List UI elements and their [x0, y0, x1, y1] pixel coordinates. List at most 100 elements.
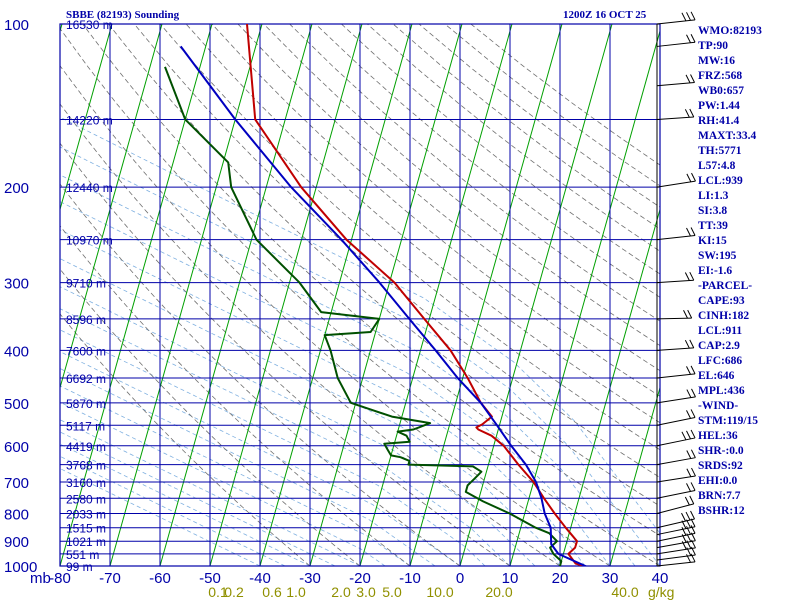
wind-barb [656, 396, 696, 404]
wind-barbs [656, 11, 696, 567]
temperature-profile [246, 24, 587, 566]
mixing-ratio-label: 1.0 [286, 584, 306, 600]
index-line: TP:90 [698, 40, 729, 52]
moist-adiabat [60, 455, 286, 566]
wind-barb [656, 547, 696, 555]
wind-barb-flag [684, 272, 690, 281]
wind-barb-flag [690, 11, 696, 21]
pressure-unit-label: mb [30, 570, 51, 587]
chart-title: SBBE (82193) Sounding [66, 9, 180, 21]
temperature-tick-label: -60 [149, 570, 171, 587]
wind-barb-flag [691, 388, 696, 398]
height-label: 2580 m [66, 492, 106, 506]
wind-barb [656, 81, 695, 87]
mixing-ratio-label: 0.6 [262, 584, 282, 600]
temperature-tick-label: 20 [552, 570, 569, 587]
wind-barb-flag [691, 172, 696, 182]
index-line: MPL:436 [698, 385, 745, 397]
dewpoint-profile [164, 66, 563, 566]
wind-barb [656, 373, 696, 379]
index-line: LFC:686 [698, 355, 743, 367]
wind-barb [656, 503, 694, 514]
height-label: 2033 m [66, 507, 106, 521]
index-line: PW:1.44 [698, 100, 740, 112]
isotherm [209, 24, 363, 566]
wind-barb [656, 116, 694, 120]
mixing-ratio-label: 40.0 [611, 584, 638, 600]
height-label: 10970 m [66, 234, 113, 248]
wind-barb [656, 540, 696, 549]
wind-barb [656, 518, 695, 529]
height-label: 5117 m [66, 419, 105, 433]
height-label: 7600 m [66, 344, 106, 358]
wind-barb-flag [684, 109, 690, 118]
pressure-tick-label: 200 [4, 180, 29, 197]
moist-adiabat [60, 431, 336, 566]
mixing-ratio-label: 2.0 [331, 584, 351, 600]
wind-barb-flag [686, 227, 691, 237]
wind-barb-flag [686, 366, 691, 375]
wind-barb-flag [686, 173, 692, 183]
wind-barb-flag [686, 430, 691, 440]
mixing-ratio-label: 0.2 [224, 584, 244, 600]
wind-barb-flag [687, 309, 693, 319]
height-label: 3160 m [66, 476, 106, 490]
height-label: 1515 m [66, 522, 106, 536]
wind-barb-flag [690, 34, 696, 43]
index-line: LI:1.3 [698, 190, 729, 202]
wind-barb-flag [686, 450, 692, 459]
index-line: WB0:657 [698, 85, 744, 97]
isotherm [60, 24, 113, 212]
height-label: 9710 m [66, 277, 106, 291]
moist-adiabat [60, 385, 411, 566]
dry-adiabat [60, 27, 660, 566]
wind-barb-flag [690, 449, 696, 458]
pressure-tick-label: 400 [4, 343, 29, 360]
wind-barb [656, 526, 696, 536]
wind-barb-flag [681, 512, 686, 522]
temperature-tick-label: 40 [652, 570, 669, 587]
wind-barb-flag [686, 468, 692, 477]
dry-adiabat [60, 225, 411, 566]
dry-adiabat [82, 24, 660, 537]
wind-barb [656, 180, 696, 188]
height-label: 12440 m [66, 181, 113, 195]
index-line: LCL:911 [698, 325, 743, 337]
pressure-tick-label: 700 [4, 475, 29, 492]
index-line: L57:4.8 [698, 160, 736, 172]
index-line: -PARCEL- [698, 280, 753, 292]
pressure-tick-label: 900 [4, 534, 29, 551]
wind-barb [656, 457, 696, 466]
isotherm [60, 24, 213, 566]
mixing-ratio-label: 0.1 [208, 584, 228, 600]
index-line: CINH:182 [698, 310, 750, 322]
mixing-ratio-label: 3.0 [356, 584, 376, 600]
dry-adiabat [108, 24, 660, 507]
index-line: EI:-1.6 [698, 265, 733, 277]
height-label: 551 m [66, 548, 99, 562]
mixing-ratio-label: 20.0 [485, 584, 512, 600]
wind-barb-flag [686, 389, 692, 398]
temperature-tick-label: 30 [602, 570, 619, 587]
index-line: CAP:2.9 [698, 340, 740, 352]
index-line: SRDS:92 [698, 460, 743, 472]
isotherm [609, 385, 660, 566]
wind-barb-flag [689, 108, 695, 118]
index-line: TH:5771 [698, 145, 742, 157]
plot-frame [59, 23, 661, 567]
isotherm [60, 24, 163, 390]
wind-barb [656, 317, 692, 320]
index-line: TT:39 [698, 220, 728, 232]
height-label: 99 m [66, 560, 93, 574]
wind-barb-flag [686, 410, 691, 419]
height-label: 3768 m [66, 459, 106, 473]
wind-barb-flag [690, 510, 695, 520]
index-line: STM:119/15 [698, 415, 759, 427]
wind-barb [656, 347, 694, 351]
index-line: KI:15 [698, 235, 727, 247]
index-line: FRZ:568 [698, 70, 743, 82]
height-label: 4419 m [66, 440, 106, 454]
wind-barb-flag [690, 365, 696, 375]
wind-barb [656, 41, 696, 47]
